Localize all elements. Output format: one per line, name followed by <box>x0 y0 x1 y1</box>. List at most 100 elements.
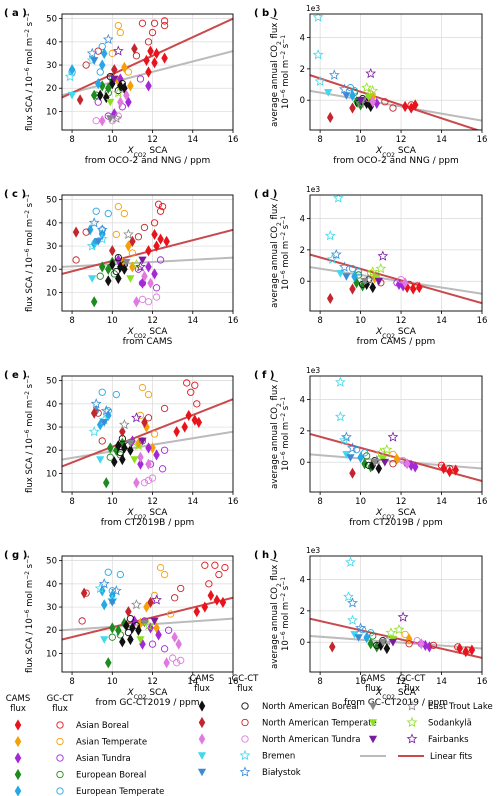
fit-line-cams <box>310 634 482 650</box>
point-gcct-north-american-temperate <box>160 404 169 413</box>
point-cams-asian-boreal <box>456 642 464 655</box>
point-gcct-bialystok <box>339 261 350 272</box>
point-gcct-north-american-tundra <box>144 298 153 306</box>
point-gcct-asian-tundra <box>94 98 102 106</box>
point-gcct-north-american-temperate <box>134 233 143 241</box>
point-gcct-asian-temperate <box>150 430 159 438</box>
legend-header-cams-3-2: flux <box>365 684 381 694</box>
point-cams-asian-boreal <box>163 235 170 247</box>
point-cams-north-american-tundra <box>133 477 140 489</box>
x-tick-label: 12 <box>396 497 407 507</box>
plot-frame <box>61 13 234 131</box>
legend-gcct-north-american-temperate <box>241 718 249 727</box>
point-cams-east-trout-lake <box>140 619 149 628</box>
point-cams-asian-tundra <box>426 641 433 653</box>
point-gcct-asian-tundra <box>160 446 169 454</box>
panel-label: ( e ) <box>4 370 27 381</box>
point-gcct-north-american-tundra <box>140 479 149 487</box>
point-gcct-asian-temperate <box>401 630 409 639</box>
point-gcct-european-temperate <box>112 390 120 399</box>
legend-cams-north-american-boreal <box>198 700 206 712</box>
x-tick-label: 12 <box>147 135 158 145</box>
point-gcct-bremen <box>333 195 344 203</box>
point-cams-north-american-tundra <box>145 458 152 470</box>
point-gcct-north-american-temperate <box>144 38 153 46</box>
axis-exponent: 1e3 <box>306 4 320 13</box>
x-tick-label: 16 <box>228 135 239 145</box>
point-cams-north-american-boreal <box>105 275 112 287</box>
point-gcct-asian-boreal <box>215 570 223 579</box>
point-cams-north-american-boreal <box>115 272 122 285</box>
point-gcct-bialystok <box>98 578 110 589</box>
y-tick-label: 20 <box>46 265 57 275</box>
legend-header-gcct-2: GC-CT <box>232 674 260 684</box>
point-cams-asian-tundra <box>131 615 138 627</box>
point-cams-north-american-boreal <box>111 456 118 468</box>
fit-line-gcct <box>310 74 481 130</box>
point-gcct-north-american-temperate <box>140 223 149 232</box>
point-gcct-european-boreal <box>108 633 116 641</box>
legend-header-gcct-3: GC-CT <box>399 674 427 684</box>
point-gcct-north-american-tundra <box>92 117 100 125</box>
point-cams-asian-tundra <box>125 96 132 108</box>
point-cams-european-temperate <box>94 78 102 90</box>
x-tick-label: 8 <box>317 316 322 326</box>
point-gcct-sodankyla <box>367 266 379 277</box>
point-cams-european-boreal <box>107 442 114 454</box>
legend-label-fairbanks: Fairbanks <box>428 735 469 745</box>
x-tick-label: 8 <box>69 497 74 507</box>
legend-gcct-east-trout-lake <box>406 700 418 711</box>
point-cams-north-american-temperate <box>76 94 84 106</box>
x-tick-label: 16 <box>477 677 488 687</box>
point-gcct-sodankyla <box>113 87 124 98</box>
legend-cams-european-boreal <box>14 768 22 781</box>
point-cams-european-boreal <box>98 261 106 273</box>
point-gcct-sodankyla <box>375 263 387 274</box>
point-cams-north-american-boreal <box>123 620 130 632</box>
legend-cams-east-trout-lake <box>368 702 378 711</box>
point-cams-asian-boreal <box>416 281 423 294</box>
x-tick-label: 14 <box>436 135 447 145</box>
point-cams-european-boreal <box>367 638 374 650</box>
point-cams-north-american-temperate <box>349 283 356 295</box>
x-tick-label: 12 <box>147 677 158 687</box>
point-gcct-north-american-temperate <box>429 641 438 650</box>
point-cams-north-american-temperate <box>72 226 80 238</box>
y-tick-label: 4 <box>300 215 305 225</box>
y-tick-label: 4 <box>300 576 305 586</box>
point-cams-european-boreal <box>109 622 116 634</box>
legend-label-east-trout-lake: East Trout Lake <box>428 702 493 712</box>
x-axis-sublabel: from CAMS / ppm <box>357 337 436 347</box>
point-gcct-north-american-tundra <box>138 295 147 304</box>
point-gcct-asian-temperate <box>166 610 175 618</box>
point-gcct-east-trout-lake <box>119 419 130 430</box>
point-cams-north-american-tundra <box>98 115 106 127</box>
y-axis-label-units: 10−6 mol m−2 s−1 <box>280 216 292 290</box>
point-gcct-european-temperate <box>116 570 124 579</box>
point-gcct-bialystok <box>328 69 340 80</box>
point-gcct-asian-temperate <box>389 450 397 459</box>
point-gcct-european-temperate <box>96 68 104 76</box>
point-cams-east-trout-lake <box>106 115 115 123</box>
legend-cams-asian-temperate <box>14 735 22 748</box>
point-cams-north-american-temperate <box>90 407 98 419</box>
x-axis-sublabel: from OCO-2 and NNG / ppm <box>85 156 211 166</box>
point-cams-north-american-boreal <box>127 633 134 646</box>
fit-line-cams <box>62 617 233 632</box>
x-tick-label: 8 <box>317 677 322 687</box>
point-gcct-north-american-temperate <box>389 104 397 112</box>
legend-label-asian-boreal: Asian Boreal <box>76 721 129 731</box>
point-gcct-bialystok <box>347 442 358 453</box>
point-cams-asian-tundra <box>137 458 144 470</box>
point-cams-north-american-boreal <box>375 462 383 475</box>
point-gcct-asian-temperate <box>160 570 169 579</box>
y-axis-label: flux SCA / 10−6 mol m−2 s−1 <box>24 555 36 673</box>
point-gcct-north-american-temperate <box>132 52 141 60</box>
plot-frame <box>309 375 483 493</box>
x-axis-sublabel: from GC-CT2019 / ppm <box>96 698 200 708</box>
point-cams-north-american-temperate <box>141 416 148 428</box>
point-gcct-bremen <box>343 591 354 602</box>
point-cams-european-boreal <box>361 458 368 470</box>
axis-exponent: 1e3 <box>306 546 320 555</box>
point-cams-asian-temperate <box>121 61 128 73</box>
